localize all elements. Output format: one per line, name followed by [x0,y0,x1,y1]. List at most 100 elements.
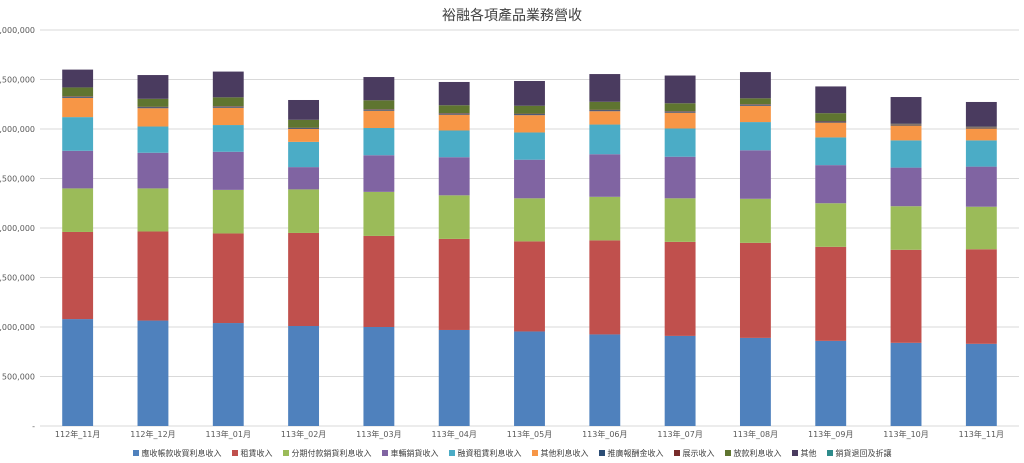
legend-item: 推廣報酬金收入 [598,448,664,459]
bar-segment [815,165,847,204]
legend-label: 其他利息收入 [540,448,589,458]
bar-segment [288,99,320,120]
bar-stack [890,97,922,426]
bar-segment [137,126,169,153]
bar-segment [514,198,545,242]
legend-label: 融資租賃利息收入 [457,448,522,458]
bar-segment [363,327,395,426]
x-tick-label: 112年_12月 [130,429,175,439]
x-axis-tick-labels: 112年_11月 112年_12月 113年_01月 113年_02月 113年_03月… [55,429,1004,439]
bar-segment [890,249,922,343]
bar-segment [288,326,320,426]
bar-segment [739,105,771,123]
bar-segment [514,132,545,160]
bar-segment [62,117,94,151]
bar-segment [965,127,997,129]
x-tick-label: 113年_09月 [808,429,853,439]
bar-segment [438,113,470,115]
bar-segment [288,141,320,168]
bar-stack [815,86,847,426]
x-tick-label: 112年_11月 [55,429,100,439]
bar-segment [137,108,169,127]
x-tick-label: 113年_07月 [657,429,702,439]
legend-swatch [231,450,238,456]
bar-segment [589,101,621,110]
x-tick-label: 113年_03月 [356,429,401,439]
bar-segment [363,110,395,129]
bar-segment [514,105,545,114]
bar-segment [363,100,395,110]
bar-segment [212,189,244,234]
legend-item: 應收帳款收買利息收入 [132,448,222,459]
bar-segment [288,167,320,190]
legend-label: 車輛銷貨收入 [390,448,439,458]
bar-segment [589,111,621,125]
legend-item: 其他利息收入 [531,448,589,459]
legend-item: 車輛銷貨收入 [381,448,439,459]
bar-stack [288,99,320,426]
legend-swatch [381,450,388,456]
bar-segment [589,240,621,335]
bar-segment [363,235,395,327]
legend: 應收帳款收買利息收入 租賃收入 分期付款銷貨利息收入 車輛銷貨收入 融資租賃利息收入 其他… [0,445,1024,461]
bar-segment [288,119,320,128]
bar-segment [664,111,696,113]
legend-swatch [132,450,139,456]
bar-segment [62,87,94,97]
bar-segment [137,188,169,232]
x-tick-label: 113年_06月 [582,429,627,439]
bar-segment [288,128,320,129]
bar-segment [589,334,621,426]
bar-segment [739,150,771,199]
legend-label: 放款利息收入 [733,448,782,458]
bar-segment [514,115,545,133]
bar-segment [62,96,94,98]
bar-segment [288,232,320,327]
bar-segment [815,113,847,122]
bar-segment [965,140,997,167]
y-tick-label: 500,000 [2,373,35,382]
x-tick-label: 113年_02月 [281,429,326,439]
legend-item: 放款利息收入 [724,448,782,459]
bar-segment [438,157,470,196]
bar-segment [664,241,696,336]
bar-stack [212,71,244,426]
x-tick-label: 113年_10月 [883,429,928,439]
bar-segment [62,188,94,232]
bar-segment [664,128,696,157]
legend-swatch [598,450,605,456]
bar-segment [965,343,997,426]
y-tick-label: 2,000,000 [0,224,35,233]
bar-segment [890,97,922,124]
bar-segment [137,98,169,107]
bar-segment [62,150,94,189]
y-tick-label: 3,000,000 [0,125,35,134]
bar-segment [438,114,470,131]
bar-segment [890,125,922,141]
legend-label: 展示收入 [682,448,715,458]
legend-item: 展示收入 [673,448,715,459]
legend-item: 租賃收入 [231,448,273,459]
bar-segment [815,246,847,341]
bar-segment [815,203,847,247]
bar-segment [212,323,244,426]
bar-segment [212,125,244,152]
bar-segment [212,107,244,126]
bars [62,69,997,426]
y-tick-label: 2,500,000 [0,175,35,184]
bar-segment [212,151,244,190]
y-axis-tick-labels: - 500,000 1,000,000 1,500,000 2,000,000 2,500… [0,26,35,431]
y-tick-label: 3,500,000 [0,76,35,85]
bar-segment [62,97,94,118]
bar-segment [212,97,244,107]
legend-swatch [282,450,289,456]
bar-segment [288,189,320,233]
bar-segment [62,319,94,426]
legend-swatch [531,450,538,456]
x-tick-label: 113年_11月 [959,429,1004,439]
bar-segment [363,109,395,111]
bar-stack [739,72,771,426]
y-tick-label: 4,000,000 [0,26,35,35]
bar-segment [890,342,922,426]
legend-swatch [673,450,680,456]
